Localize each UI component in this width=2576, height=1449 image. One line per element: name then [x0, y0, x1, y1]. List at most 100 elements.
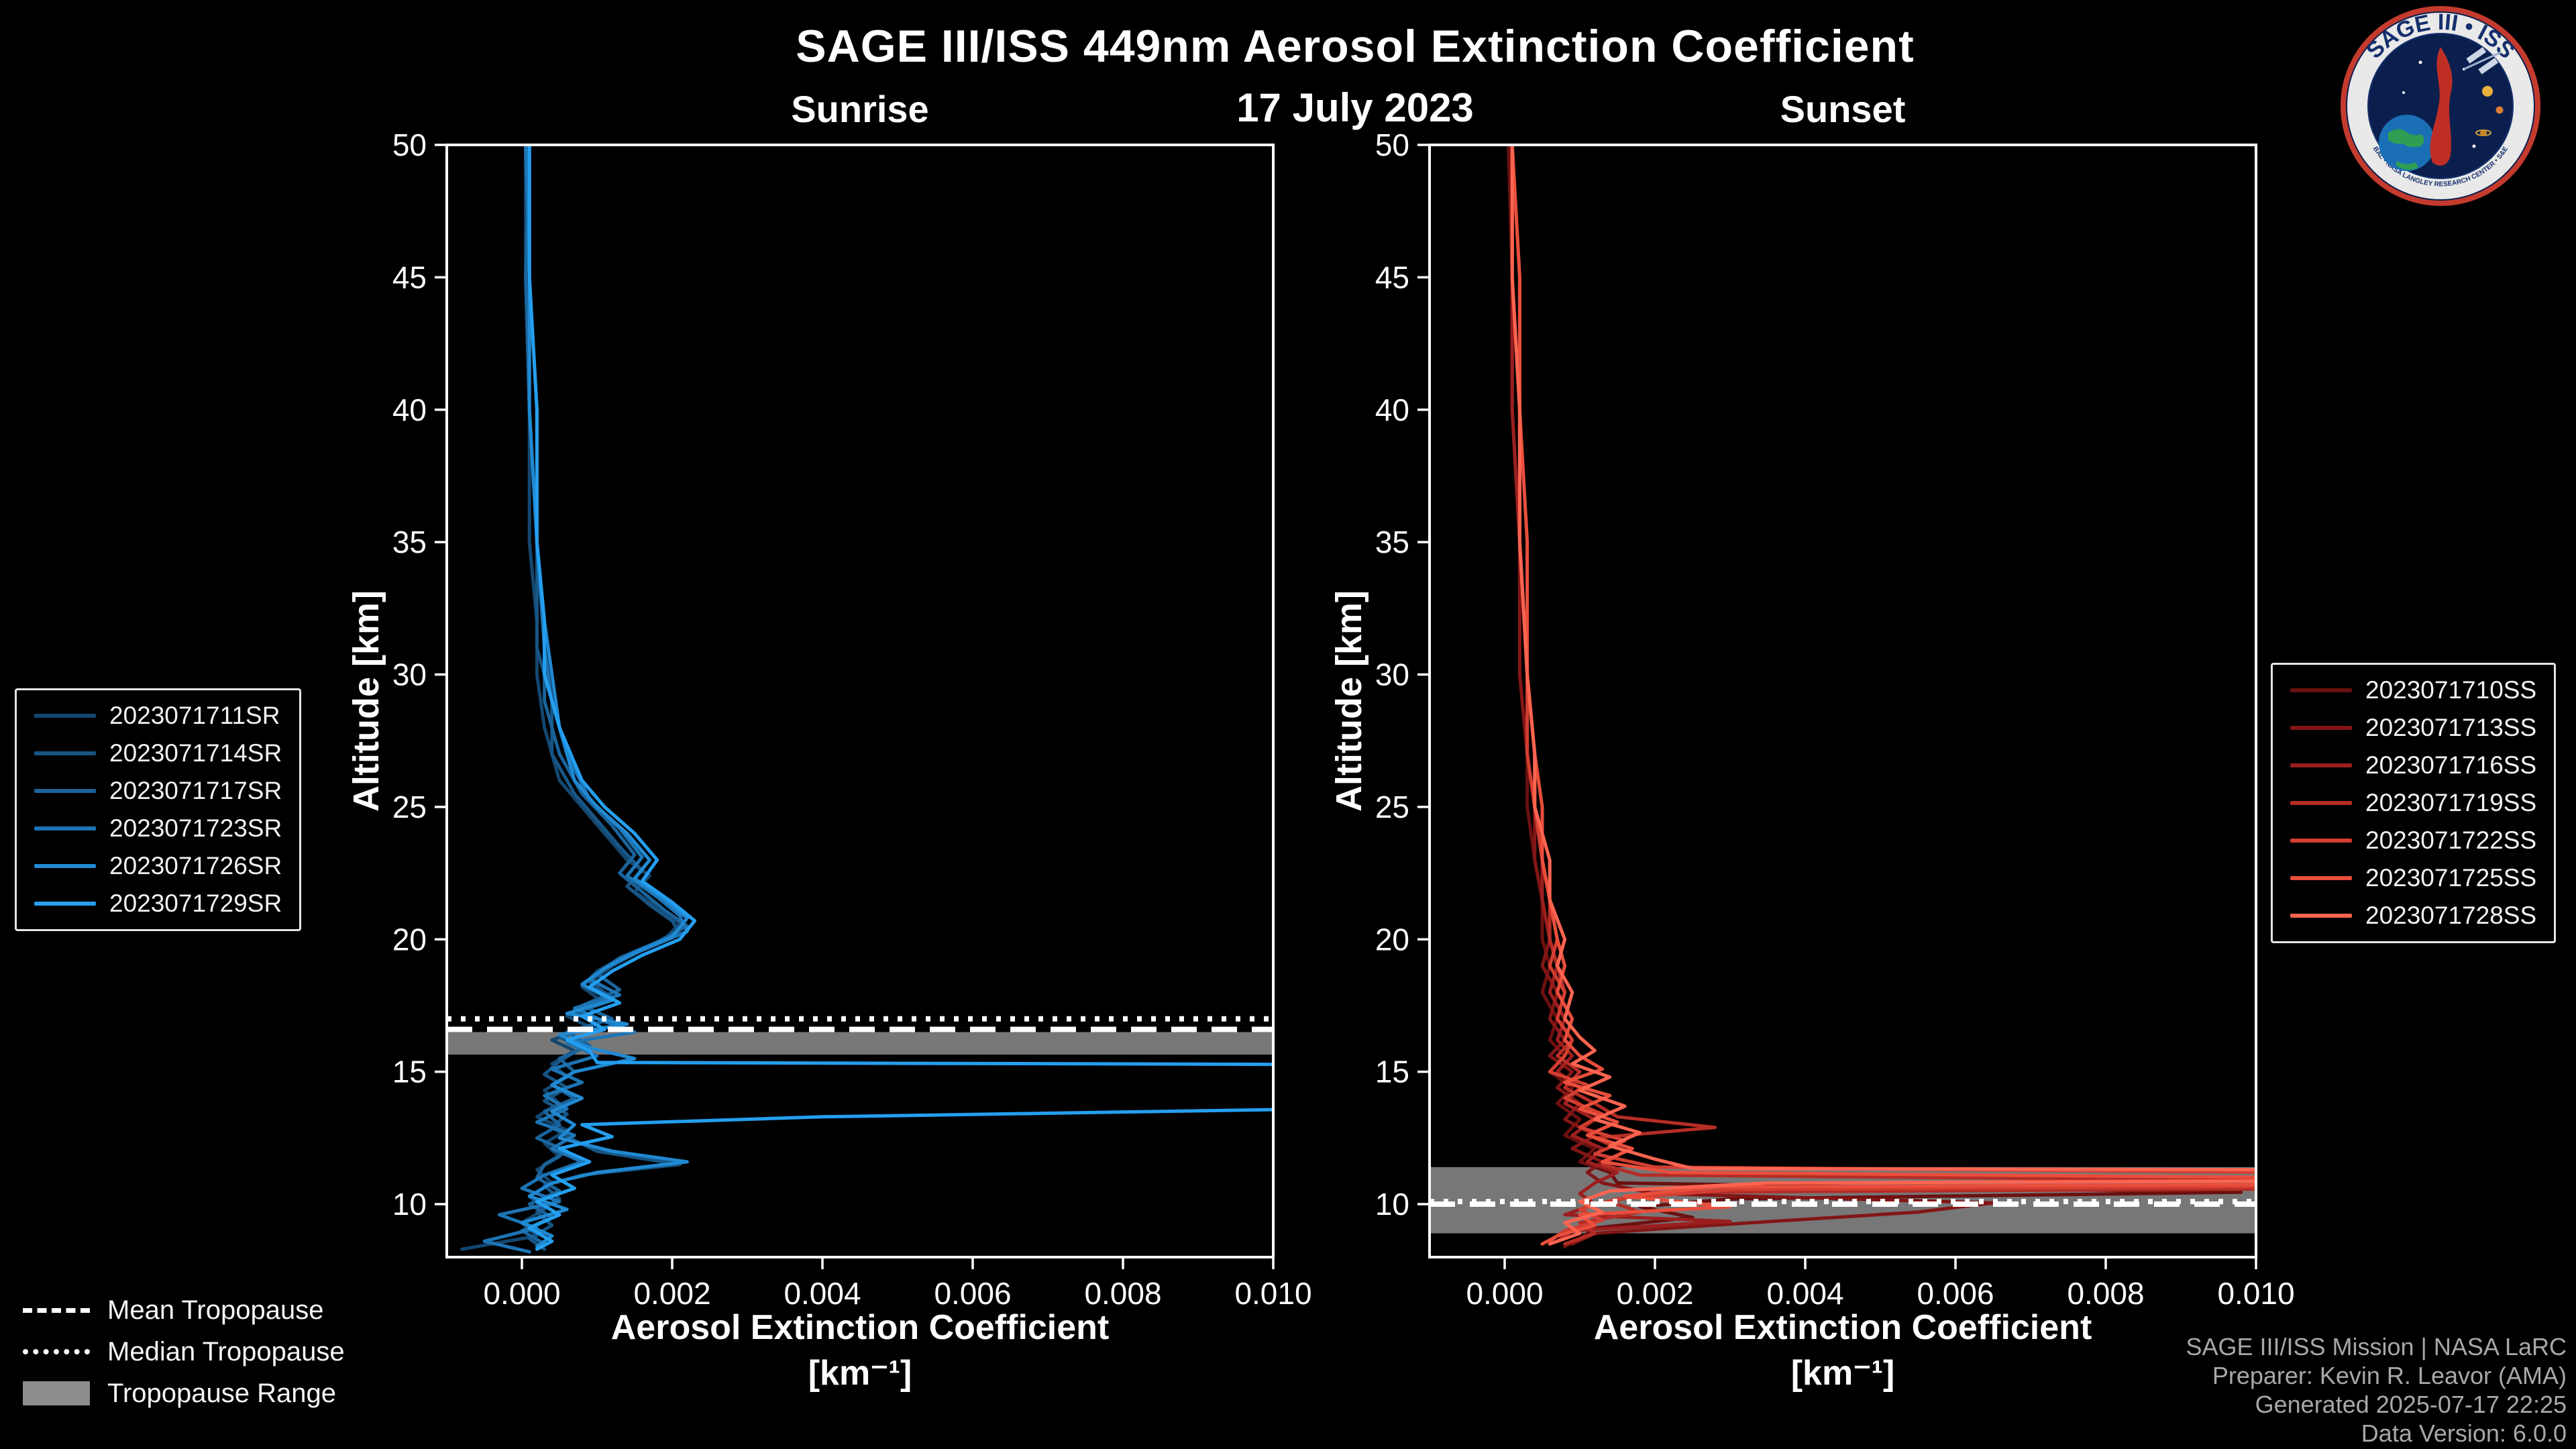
sunset-series-legend: 2023071710SS 2023071713SS 2023071716SS 2023…	[2271, 663, 2557, 943]
x-tick-label: 0.002	[1616, 1276, 1693, 1311]
legend-label: 2023071729SR	[109, 890, 282, 917]
tropopause-range-label: Tropopause Range	[107, 1378, 336, 1408]
profile-line-2023071713SS	[1510, 145, 1995, 1246]
x-tick-label: 0.000	[1466, 1276, 1543, 1311]
legend-item: 2023071713SS	[2290, 713, 2536, 743]
logo-planet-icons	[2475, 86, 2504, 136]
y-tick-label: 25	[392, 790, 427, 824]
y-tick-label: 20	[1375, 922, 1409, 957]
y-tick-label: 25	[1375, 790, 1409, 824]
legend-item: 2023071717SR	[34, 776, 282, 806]
mean-tropopause-legend-item: Mean Tropopause	[23, 1289, 345, 1331]
tropopause-range-legend-item: Tropopause Range	[23, 1373, 345, 1414]
legend-item: 2023071714SR	[34, 739, 282, 768]
legend-item: 2023071728SS	[2290, 901, 2536, 930]
y-tick-label: 40	[392, 392, 427, 427]
legend-label: 2023071714SR	[109, 739, 282, 767]
legend-item: 2023071722SS	[2290, 826, 2536, 855]
credit-generated: Generated 2025-07-17 22:25	[2255, 1391, 2567, 1418]
x-tick-label: 0.006	[934, 1276, 1011, 1311]
y-tick-label: 20	[392, 922, 427, 957]
x-tick-label: 0.010	[1234, 1276, 1311, 1311]
dashed-line-swatch	[23, 1307, 90, 1313]
x-axis-label-sunset: Aerosol Extinction Coefficient [km⁻¹]	[1430, 1305, 2256, 1396]
sunset-plot-area: 0.000 0.002 0.004 0.006 0.008 0.010 10 15 20 25 30…	[1375, 127, 2295, 1311]
y-tick-label: 30	[392, 657, 427, 692]
y-tick-label: 50	[1375, 127, 1409, 162]
y-tick-label: 40	[1375, 392, 1409, 427]
profile-line-2023071729SR	[527, 145, 1273, 1251]
legend-line-swatch	[34, 789, 96, 793]
legend-item: 2023071716SS	[2290, 751, 2536, 780]
plot-border	[1428, 144, 2257, 1258]
mission-patch-logo: SAGE III • ISS BAL • NASA LANGLEY RESEAR…	[2341, 6, 2540, 206]
legend-line-swatch	[34, 864, 96, 868]
legend-label: 2023071725SS	[2365, 864, 2537, 892]
logo-figure-icon	[2430, 47, 2453, 166]
legend-line-swatch	[34, 826, 96, 830]
x-tick-label: 0.004	[1766, 1276, 1843, 1311]
date-subtitle: 17 July 2023	[1236, 85, 1474, 130]
legend-line-swatch	[2290, 688, 2352, 692]
legend-label: 2023071723SR	[109, 814, 282, 842]
x-axis-label-line2: [km⁻¹]	[1790, 1354, 1895, 1393]
x-tick-label: 0.004	[784, 1276, 861, 1311]
profile-line-2023071728SS	[1510, 145, 2256, 1246]
sunset-panel: Sunset Altitude [km] 0.000 0.002 0.004 0.00…	[1322, 87, 2302, 1436]
plot-border	[445, 144, 1275, 1258]
logo-earth-icon	[2379, 115, 2435, 171]
gray-patch-swatch	[23, 1381, 90, 1405]
legend-line-swatch	[34, 751, 96, 755]
y-tick-label: 50	[392, 127, 427, 162]
x-tick-label: 0.000	[483, 1276, 560, 1311]
legend-label: 2023071728SS	[2365, 902, 2537, 929]
y-tick-label: 10	[392, 1187, 427, 1222]
profile-line-2023071722SS	[1510, 145, 2256, 1243]
panel-title-sunrise: Sunrise	[791, 88, 929, 130]
legend-line-swatch	[2290, 914, 2352, 918]
legend-label: 2023071710SS	[2365, 676, 2537, 704]
legend-item: 2023071729SR	[34, 889, 282, 918]
profile-line-2023071711SR	[460, 145, 682, 1251]
sunrise-panel: Sunrise Altitude [km] 0.000 0.002 0.004 0.0…	[339, 87, 1319, 1436]
x-axis-label-line1: Aerosol Extinction Coefficient	[1593, 1308, 2092, 1347]
x-tick-label: 0.008	[1084, 1276, 1161, 1311]
x-tick-label: 0.008	[2067, 1276, 2144, 1311]
legend-item: 2023071726SR	[34, 851, 282, 881]
credit-mission: SAGE III/ISS Mission | NASA LaRC	[2186, 1333, 2567, 1360]
median-tropopause-legend-item: Median Tropopause	[23, 1331, 345, 1373]
profile-line-2023071717SR	[520, 145, 689, 1246]
legend-label: 2023071717SR	[109, 777, 282, 804]
x-tick-label: 0.010	[2217, 1276, 2294, 1311]
legend-item: 2023071711SR	[34, 701, 282, 731]
legend-line-swatch	[2290, 726, 2352, 730]
y-tick-label: 35	[1375, 525, 1409, 559]
legend-line-swatch	[2290, 763, 2352, 767]
y-tick-label: 15	[1375, 1055, 1409, 1089]
legend-label: 2023071711SR	[109, 702, 280, 729]
legend-item: 2023071710SS	[2290, 676, 2536, 705]
logo-iss-icon	[2463, 47, 2502, 74]
legend-item: 2023071723SR	[34, 814, 282, 843]
sunrise-plot-area: 0.000 0.002 0.004 0.006 0.008 0.010 10 15 20 25 30…	[392, 127, 1312, 1311]
y-tick-label: 45	[392, 260, 427, 294]
profile-line-2023071723SR	[482, 145, 689, 1254]
y-tick-label: 10	[1375, 1187, 1409, 1222]
legend-line-swatch	[2290, 839, 2352, 843]
profile-line-2023071726SR	[520, 145, 689, 1248]
page-title: SAGE III/ISS 449nm Aerosol Extinction Co…	[796, 21, 1915, 72]
profile-line-2023071716SS	[1510, 145, 1732, 1243]
legend-label: 2023071713SS	[2365, 714, 2537, 741]
sunrise-series-legend: 2023071711SR 2023071714SR 2023071717SR 2023…	[15, 688, 302, 931]
credit-preparer: Preparer: Kevin R. Leavor (AMA)	[2212, 1362, 2567, 1389]
legend-item: 2023071719SS	[2290, 788, 2536, 818]
legend-label: 2023071722SS	[2365, 826, 2537, 854]
panel-title-sunset: Sunset	[1780, 88, 1906, 130]
profile-line-2023071710SS	[1507, 145, 2243, 1248]
x-tick-label: 0.006	[1917, 1276, 1994, 1311]
credits-block: SAGE III/ISS Mission | NASA LaRC Prepare…	[2186, 1332, 2567, 1448]
legend-line-swatch	[2290, 876, 2352, 880]
y-tick-label: 35	[392, 525, 427, 559]
x-tick-label: 0.002	[633, 1276, 710, 1311]
mean-tropopause-label: Mean Tropopause	[107, 1295, 324, 1325]
